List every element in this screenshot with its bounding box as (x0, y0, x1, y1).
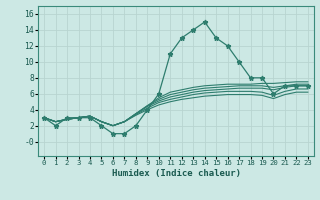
X-axis label: Humidex (Indice chaleur): Humidex (Indice chaleur) (111, 169, 241, 178)
